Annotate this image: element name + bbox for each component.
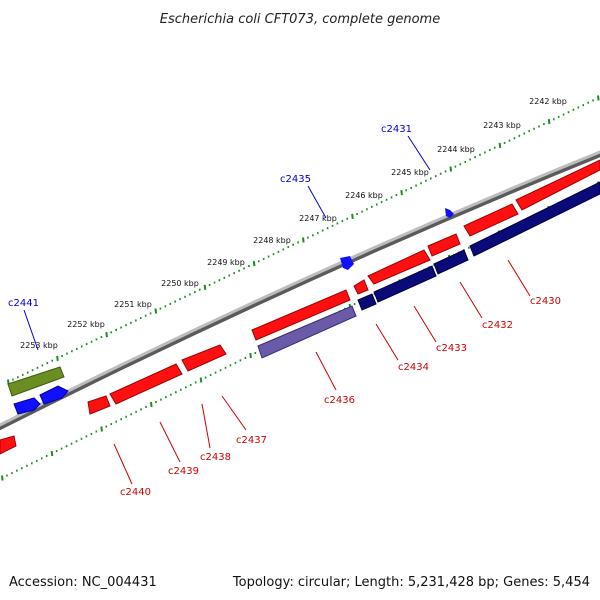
- inner-ruler-major-tick: [150, 401, 153, 408]
- label-c2435[interactable]: c2435: [280, 174, 311, 185]
- gene-c2439[interactable]: [109, 363, 183, 405]
- callout-c2434: [375, 323, 399, 361]
- callout-c2440: [113, 443, 133, 485]
- gene-c2432-fwd[interactable]: [463, 203, 519, 237]
- gene-c2435[interactable]: [353, 279, 369, 295]
- inner-ruler-major-tick: [249, 352, 252, 359]
- outer-ruler-major-tick: [105, 332, 108, 338]
- kbp-label: 2252 kbp: [67, 320, 105, 329]
- gene-c2434-fwd[interactable]: [367, 249, 431, 285]
- label-c2441[interactable]: c2441: [8, 298, 39, 309]
- inner-ruler-major-tick: [199, 377, 203, 383]
- gene-c2432[interactable]: [433, 249, 469, 275]
- genome-summary-text: Topology: circular; Length: 5,231,428 bp…: [232, 575, 590, 590]
- callout-c2436: [315, 351, 337, 391]
- kbp-label: 2250 kbp: [161, 279, 199, 288]
- genes: [0, 159, 600, 455]
- label-c2439[interactable]: c2439: [168, 466, 199, 477]
- kbp-label: 2245 kbp: [391, 168, 429, 177]
- callout-lines: [23, 135, 531, 485]
- outer-ruler-major-tick: [547, 119, 551, 125]
- outer-ruler-major-tick: [449, 166, 453, 172]
- outer-ruler-major-tick: [302, 237, 305, 243]
- callout-c2433: [413, 305, 437, 343]
- gene-c2436[interactable]: [257, 305, 357, 359]
- label-c2433[interactable]: c2433: [436, 343, 467, 354]
- feature-blue-3[interactable]: [340, 256, 354, 270]
- kbp-label: 2248 kbp: [253, 236, 291, 245]
- label-c2431[interactable]: c2431: [381, 124, 412, 135]
- backbone-shadow: [0, 150, 600, 431]
- callout-c2432: [459, 281, 483, 319]
- gene-labels: c2431 c2435 c2441 c2430 c2432 c2433 c243…: [8, 124, 561, 498]
- backbone: [0, 150, 600, 431]
- kbp-labels: 2242 kbp 2243 kbp 2244 kbp 2245 kbp 2246 kbp…: [20, 97, 567, 350]
- gene-red-left[interactable]: [0, 435, 17, 455]
- inner-ruler-major-tick: [100, 426, 103, 432]
- label-c2440[interactable]: c2440: [120, 487, 151, 498]
- inner-ruler-major-tick: [50, 450, 54, 457]
- kbp-label: 2242 kbp: [529, 97, 567, 106]
- kbp-label: 2246 kbp: [345, 191, 383, 200]
- outer-ruler-major-tick: [252, 261, 256, 267]
- kbp-label: 2243 kbp: [483, 121, 521, 130]
- callout-c2438: [201, 403, 211, 449]
- feature-blue-4[interactable]: [445, 208, 454, 218]
- label-c2434[interactable]: c2434: [398, 362, 429, 373]
- outer-ruler-major-tick: [400, 190, 403, 196]
- gene-c2441[interactable]: [7, 366, 65, 397]
- outer-ruler-major-tick: [498, 142, 502, 148]
- kbp-label: 2253 kbp: [20, 341, 58, 350]
- gene-c2434[interactable]: [357, 293, 377, 311]
- gene-c2433[interactable]: [373, 265, 437, 303]
- outer-ruler-major-tick: [203, 284, 207, 290]
- kbp-label: 2247 kbp: [299, 214, 337, 223]
- gene-c2433-fwd[interactable]: [427, 233, 461, 257]
- label-c2438[interactable]: c2438: [200, 452, 231, 463]
- callout-c2430: [507, 259, 531, 297]
- outer-ruler-major-tick: [597, 95, 600, 101]
- kbp-label: 2251 kbp: [114, 300, 152, 309]
- gene-c2438[interactable]: [181, 344, 227, 372]
- outer-ruler-major-tick: [154, 308, 158, 314]
- backbone-line: [0, 150, 600, 427]
- label-c2436[interactable]: c2436: [324, 395, 355, 406]
- feature-blue-2[interactable]: [39, 385, 69, 405]
- callout-c2437: [221, 395, 247, 431]
- label-c2437[interactable]: c2437: [236, 435, 267, 446]
- callout-c2431: [407, 135, 431, 171]
- gene-c2430[interactable]: [469, 181, 600, 257]
- feature-blue-1[interactable]: [13, 397, 41, 415]
- outer-ruler: [7, 95, 600, 385]
- label-c2430[interactable]: c2430: [530, 296, 561, 307]
- map-title: Escherichia coli CFT073, complete genome: [160, 12, 440, 27]
- outer-ruler-major-tick: [351, 213, 354, 219]
- callout-c2441: [23, 309, 39, 351]
- kbp-label: 2249 kbp: [207, 258, 245, 267]
- accession-text: Accession: NC_004431: [9, 575, 157, 590]
- callout-c2439: [159, 421, 181, 463]
- gene-c2440[interactable]: [87, 395, 111, 415]
- kbp-label: 2244 kbp: [437, 145, 475, 154]
- gene-c2431[interactable]: [515, 159, 600, 211]
- label-c2432[interactable]: c2432: [482, 320, 513, 331]
- callout-c2435: [307, 185, 327, 219]
- outer-ruler-major-tick: [56, 355, 59, 361]
- gene-c2436-fwd[interactable]: [251, 289, 351, 341]
- inner-ruler-major-tick: [1, 475, 4, 481]
